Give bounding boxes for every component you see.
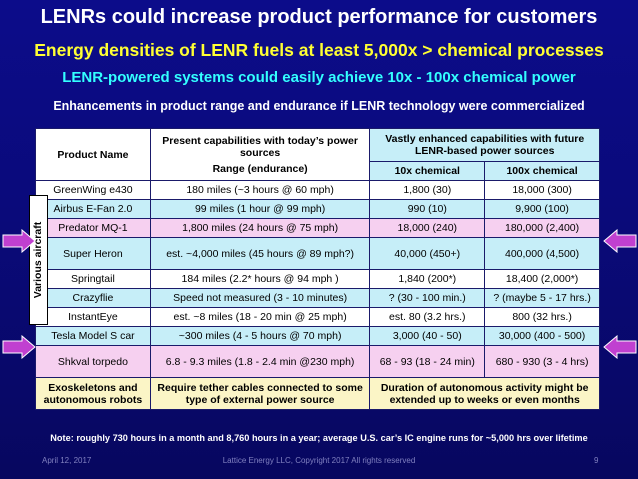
slide-title: LENRs could increase product performance… xyxy=(40,6,598,28)
arrow-right-icon xyxy=(2,335,36,359)
table-row: Springtail 184 miles (2.2* hours @ 94 mp… xyxy=(35,269,600,289)
table-row: InstantEye est. ~8 miles (18 - 20 min @ … xyxy=(35,307,600,327)
footer-copyright: Lattice Energy LLC, Copyright 2017 All r… xyxy=(222,456,416,465)
arrow-right-icon xyxy=(2,229,36,253)
table-row: Exoskeletons and autonomous robots Requi… xyxy=(35,377,600,410)
subtitle-energy-density: Energy densities of LENR fuels at least … xyxy=(34,40,604,60)
table-row: Airbus E-Fan 2.0 99 miles (1 hour @ 99 m… xyxy=(35,199,600,219)
row-name: Predator MQ-1 xyxy=(35,218,151,238)
header-product-name: Product Name xyxy=(35,128,151,181)
footer-date: April 12, 2017 xyxy=(42,456,92,465)
table-row: Tesla Model S car ~300 miles (4 - 5 hour… xyxy=(35,326,600,346)
row-10x: 990 (10) xyxy=(369,199,486,219)
row-name: Super Heron xyxy=(35,237,151,270)
table-row: GreenWing e430 180 miles (~3 hours @ 60 … xyxy=(35,180,600,200)
row-name: Exoskeletons and autonomous robots xyxy=(35,377,151,410)
row-present: 184 miles (2.2* hours @ 94 mph ) xyxy=(149,269,371,289)
row-10x: 18,000 (240) xyxy=(369,218,486,238)
row-present: est. ~8 miles (18 - 20 min @ 25 mph) xyxy=(149,307,371,327)
row-present: 99 miles (1 hour @ 99 mph) xyxy=(149,199,371,219)
header-100x: 100x chemical xyxy=(484,161,600,181)
row-name: GreenWing e430 xyxy=(35,180,151,200)
arrow-left-icon xyxy=(603,335,637,359)
row-present: 6.8 - 9.3 miles (1.8 - 2.4 min @230 mph) xyxy=(149,345,371,378)
row-10x: 3,000 (40 - 50) xyxy=(369,326,486,346)
row-name: Airbus E-Fan 2.0 xyxy=(35,199,151,219)
header-present-capabilities: Present capabilities with today’s power … xyxy=(149,128,371,181)
row-10x: 1,840 (200*) xyxy=(369,269,486,289)
row-name: Springtail xyxy=(35,269,151,289)
row-10x: ? (30 - 100 min.) xyxy=(369,288,486,308)
row-present: Require tether cables connected to some … xyxy=(149,377,371,410)
row-10x: 1,800 (30) xyxy=(369,180,486,200)
row-100x: ? (maybe 5 - 17 hrs.) xyxy=(484,288,600,308)
comparison-table: Product Name Present capabilities with t… xyxy=(35,128,600,410)
row-name: Crazyflie xyxy=(35,288,151,308)
row-present: 180 miles (~3 hours @ 60 mph) xyxy=(149,180,371,200)
arrow-left-icon xyxy=(603,229,637,253)
row-10x: 40,000 (450+) xyxy=(369,237,486,270)
header-present-line1: Present capabilities with today’s power … xyxy=(162,134,358,159)
row-100x: 400,000 (4,500) xyxy=(484,237,600,270)
subtitle-enhancements: Enhancements in product range and endura… xyxy=(53,99,585,113)
row-10x: 68 - 93 (18 - 24 min) xyxy=(369,345,486,378)
row-100x: 800 (32 hrs.) xyxy=(484,307,600,327)
row-100x: 18,400 (2,000*) xyxy=(484,269,600,289)
footnote: Note: roughly 730 hours in a month and 8… xyxy=(50,433,588,443)
row-future: Duration of autonomous activity might be… xyxy=(369,377,600,410)
table-row: Crazyflie Speed not measured (3 - 10 min… xyxy=(35,288,600,308)
row-present: ~300 miles (4 - 5 hours @ 70 mph) xyxy=(149,326,371,346)
header-future-capabilities: Vastly enhanced capabilities with future… xyxy=(369,128,600,162)
row-name: InstantEye xyxy=(35,307,151,327)
row-100x: 18,000 (300) xyxy=(484,180,600,200)
footer-page-number: 9 xyxy=(594,456,599,465)
row-100x: 180,000 (2,400) xyxy=(484,218,600,238)
row-present: 1,800 miles (24 hours @ 75 mph) xyxy=(149,218,371,238)
row-present: Speed not measured (3 - 10 minutes) xyxy=(149,288,371,308)
table-row: Shkval torpedo 6.8 - 9.3 miles (1.8 - 2.… xyxy=(35,345,600,378)
table-row: Predator MQ-1 1,800 miles (24 hours @ 75… xyxy=(35,218,600,238)
subtitle-power: LENR-powered systems could easily achiev… xyxy=(62,69,576,86)
row-100x: 30,000 (400 - 500) xyxy=(484,326,600,346)
row-name: Tesla Model S car xyxy=(35,326,151,346)
table-row: Super Heron est. ~4,000 miles (45 hours … xyxy=(35,237,600,270)
header-10x: 10x chemical xyxy=(369,161,486,181)
various-aircraft-label: Various aircraft xyxy=(29,195,48,325)
row-10x: est. 80 (3.2 hrs.) xyxy=(369,307,486,327)
row-100x: 9,900 (100) xyxy=(484,199,600,219)
row-present: est. ~4,000 miles (45 hours @ 89 mph?) xyxy=(149,237,371,270)
header-present-line2: Range (endurance) xyxy=(212,162,308,175)
row-name: Shkval torpedo xyxy=(35,345,151,378)
row-100x: 680 - 930 (3 - 4 hrs) xyxy=(484,345,600,378)
